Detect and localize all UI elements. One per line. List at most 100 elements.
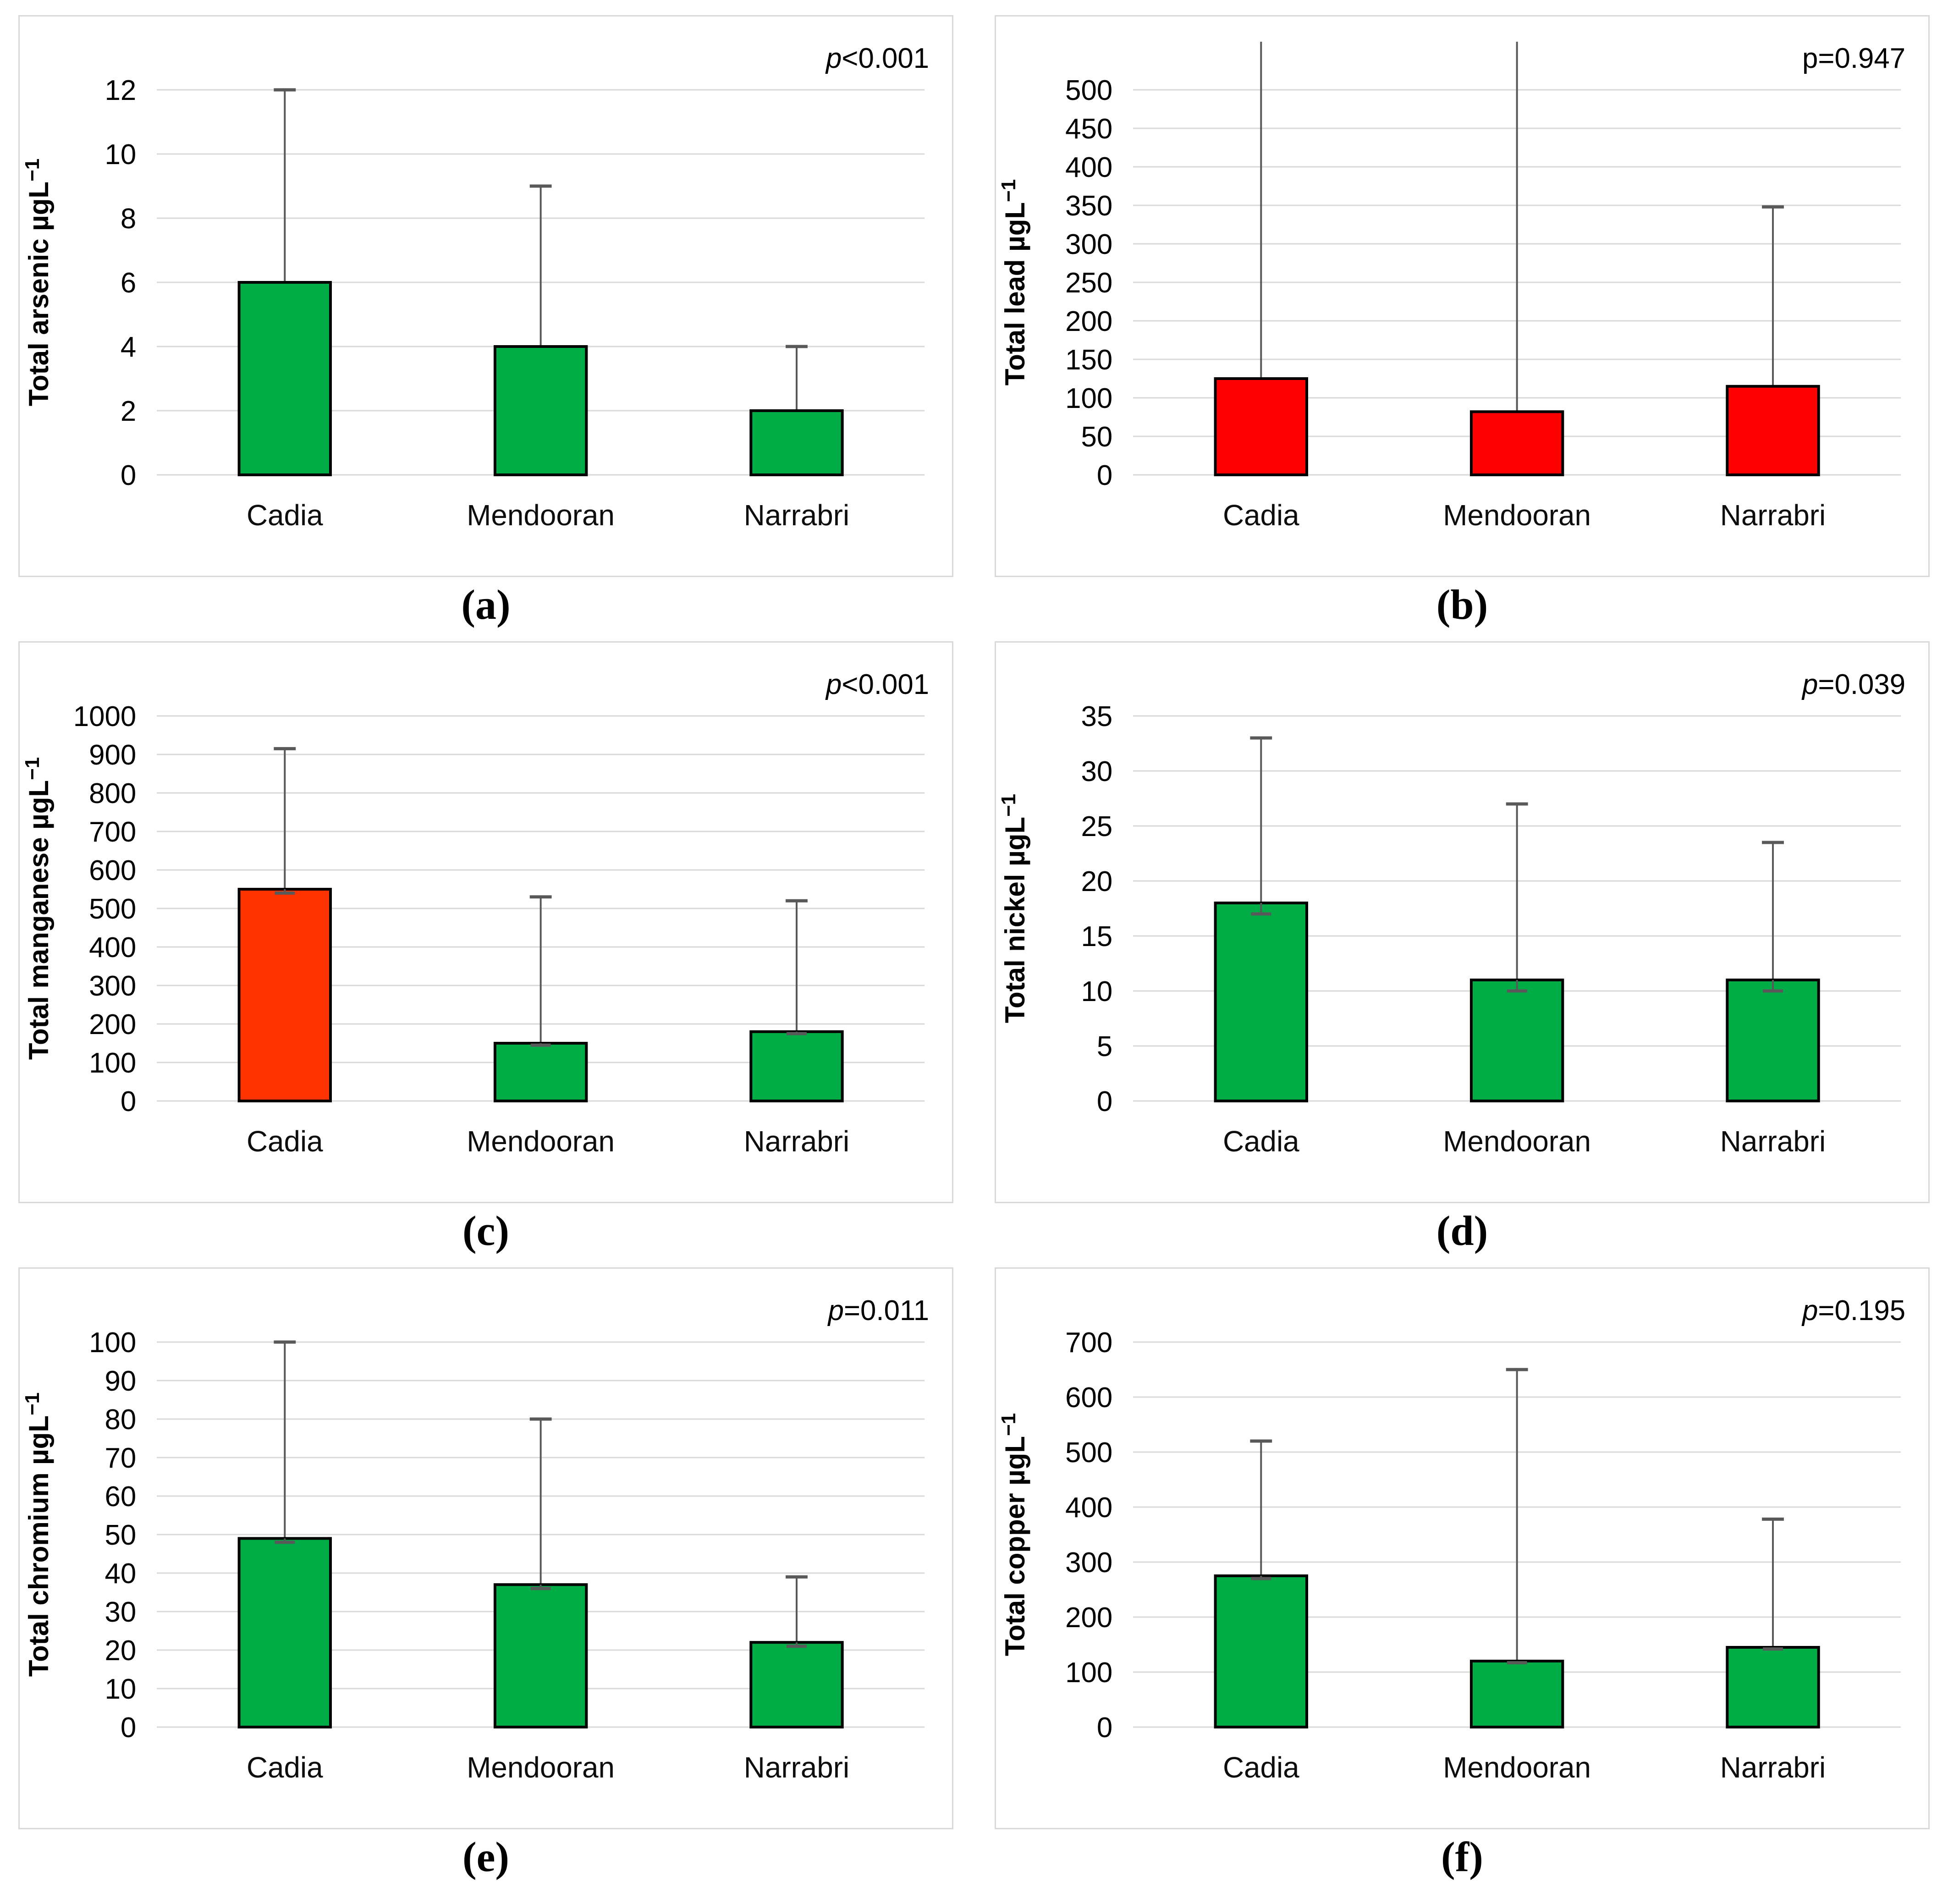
svg-text:50: 50 — [1081, 421, 1113, 453]
svg-text:0: 0 — [1097, 1086, 1112, 1117]
svg-text:Narrabri: Narrabri — [1720, 1125, 1826, 1158]
svg-text:50: 50 — [105, 1519, 137, 1551]
svg-text:6: 6 — [121, 267, 136, 299]
panel-c-frame: 0 100 200 300 400 500 600 700 800 900 1000 p<0.001 T… — [18, 641, 953, 1203]
panel-d-frame: 0 5 10 15 20 25 30 35 p=0.039 Total nickel µgL−1 C… — [995, 641, 1930, 1203]
svg-text:2: 2 — [121, 396, 136, 427]
panel-a-total-arsenic: 0 2 4 6 8 10 12 p<0.001 Total arsenic µgL−1 Cadia… — [18, 15, 953, 637]
svg-text:400: 400 — [1065, 1492, 1112, 1524]
svg-text:70: 70 — [105, 1442, 137, 1474]
svg-text:Mendooran: Mendooran — [1443, 499, 1591, 532]
svg-text:35: 35 — [1081, 701, 1113, 732]
copper-bar-chart: 0 100 200 300 400 500 600 700 p=0.195 Total coppe… — [997, 1295, 1905, 1784]
svg-text:p=0.039: p=0.039 — [1801, 669, 1905, 700]
panel-e-total-chromium: 0 10 20 30 40 50 60 70 80 90 100 p=0.011 Total chrom… — [18, 1267, 953, 1889]
panel-f-total-copper: 0 100 200 300 400 500 600 700 p=0.195 Total coppe… — [995, 1267, 1930, 1889]
svg-text:400: 400 — [1065, 152, 1112, 183]
panel-b-total-lead: 0 50 100 150 200 250 300 350 400 450 500 p=0.947 Tot… — [995, 15, 1930, 637]
svg-text:10: 10 — [1081, 976, 1113, 1007]
svg-text:0: 0 — [1097, 1712, 1112, 1744]
svg-text:0: 0 — [1097, 460, 1112, 491]
panel-e-frame: 0 10 20 30 40 50 60 70 80 90 100 p=0.011 Total chrom… — [18, 1267, 953, 1829]
svg-text:Narrabri: Narrabri — [744, 1125, 849, 1158]
svg-text:Total nickel µgL−1: Total nickel µgL−1 — [997, 794, 1030, 1023]
svg-text:90: 90 — [105, 1365, 137, 1397]
svg-text:Total copper µgL−1: Total copper µgL−1 — [997, 1413, 1030, 1656]
svg-text:p=0.947: p=0.947 — [1802, 43, 1905, 74]
svg-text:200: 200 — [1065, 1602, 1112, 1634]
svg-text:60: 60 — [105, 1481, 137, 1513]
panel-a-frame: 0 2 4 6 8 10 12 p<0.001 Total arsenic µgL−1 Cadia… — [18, 15, 953, 577]
svg-text:Mendooran: Mendooran — [467, 499, 615, 532]
svg-text:150: 150 — [1065, 344, 1112, 376]
svg-text:Cadia: Cadia — [1223, 1751, 1299, 1784]
svg-text:4: 4 — [121, 331, 136, 363]
panel-e-caption: (e) — [462, 1833, 510, 1880]
panel-d-caption: (d) — [1436, 1207, 1488, 1254]
svg-text:12: 12 — [105, 75, 137, 106]
svg-text:10: 10 — [105, 1673, 137, 1705]
svg-text:600: 600 — [1065, 1382, 1112, 1414]
panel-f-frame: 0 100 200 300 400 500 600 700 p=0.195 Total coppe… — [995, 1267, 1930, 1829]
svg-text:100: 100 — [89, 1047, 136, 1079]
svg-text:900: 900 — [89, 739, 136, 771]
svg-text:700: 700 — [1065, 1327, 1112, 1359]
svg-text:Cadia: Cadia — [1223, 1125, 1299, 1158]
svg-text:Narrabri: Narrabri — [744, 499, 849, 532]
panel-f-caption: (f) — [1441, 1833, 1483, 1880]
svg-text:30: 30 — [1081, 756, 1113, 787]
panel-b-frame: 0 50 100 150 200 250 300 350 400 450 500 p=0.947 Tot… — [995, 15, 1930, 577]
svg-text:400: 400 — [89, 932, 136, 963]
svg-text:300: 300 — [89, 970, 136, 1002]
svg-text:100: 100 — [89, 1327, 136, 1359]
svg-text:Cadia: Cadia — [1223, 499, 1299, 532]
svg-text:Narrabri: Narrabri — [1720, 1751, 1826, 1784]
svg-text:1000: 1000 — [73, 701, 136, 732]
svg-text:10: 10 — [105, 139, 137, 171]
panel-b-caption: (b) — [1436, 581, 1488, 628]
svg-text:Mendooran: Mendooran — [1443, 1125, 1591, 1158]
svg-text:15: 15 — [1081, 921, 1113, 952]
svg-text:700: 700 — [89, 816, 136, 848]
svg-text:200: 200 — [1065, 306, 1112, 337]
svg-text:500: 500 — [1065, 1437, 1112, 1469]
svg-text:300: 300 — [1065, 1547, 1112, 1579]
chromium-bar-chart: 0 10 20 30 40 50 60 70 80 90 100 p=0.011 Total chrom… — [21, 1295, 929, 1784]
svg-text:300: 300 — [1065, 229, 1112, 260]
svg-text:80: 80 — [105, 1404, 137, 1436]
svg-text:Total manganese µgL−1: Total manganese µgL−1 — [21, 757, 54, 1060]
svg-text:350: 350 — [1065, 190, 1112, 222]
svg-text:100: 100 — [1065, 1657, 1112, 1689]
svg-text:Narrabri: Narrabri — [1720, 499, 1826, 532]
svg-text:800: 800 — [89, 778, 136, 809]
svg-text:250: 250 — [1065, 267, 1112, 299]
svg-text:p<0.001: p<0.001 — [825, 669, 929, 700]
svg-text:500: 500 — [89, 893, 136, 925]
svg-text:450: 450 — [1065, 113, 1112, 145]
svg-text:Cadia: Cadia — [247, 1125, 323, 1158]
panel-c-total-manganese: 0 100 200 300 400 500 600 700 800 900 1000 p<0.001 T… — [18, 641, 953, 1263]
svg-text:Cadia: Cadia — [247, 499, 323, 532]
svg-text:Narrabri: Narrabri — [744, 1751, 849, 1784]
svg-text:p<0.001: p<0.001 — [825, 43, 929, 74]
svg-text:Total chromium µgL−1: Total chromium µgL−1 — [21, 1392, 54, 1677]
svg-text:20: 20 — [105, 1635, 137, 1667]
panel-a-caption: (a) — [461, 581, 511, 628]
nickel-bar-chart: 0 5 10 15 20 25 30 35 p=0.039 Total nickel µgL−1 C… — [997, 669, 1905, 1158]
svg-text:8: 8 — [121, 203, 136, 235]
lead-bar-chart: 0 50 100 150 200 250 300 350 400 450 500 p=0.947 Tot… — [997, 42, 1905, 532]
svg-text:25: 25 — [1081, 811, 1113, 842]
svg-text:Mendooran: Mendooran — [1443, 1751, 1591, 1784]
svg-text:500: 500 — [1065, 75, 1112, 106]
svg-text:200: 200 — [89, 1009, 136, 1040]
svg-text:Total lead µgL−1: Total lead µgL−1 — [997, 179, 1030, 385]
svg-text:30: 30 — [105, 1596, 137, 1628]
svg-text:0: 0 — [121, 1712, 136, 1744]
svg-text:0: 0 — [121, 460, 136, 491]
svg-text:Mendooran: Mendooran — [467, 1751, 615, 1784]
svg-text:p=0.195: p=0.195 — [1801, 1295, 1905, 1326]
svg-text:0: 0 — [121, 1086, 136, 1117]
svg-text:40: 40 — [105, 1558, 137, 1590]
svg-text:600: 600 — [89, 855, 136, 886]
svg-text:20: 20 — [1081, 866, 1113, 897]
